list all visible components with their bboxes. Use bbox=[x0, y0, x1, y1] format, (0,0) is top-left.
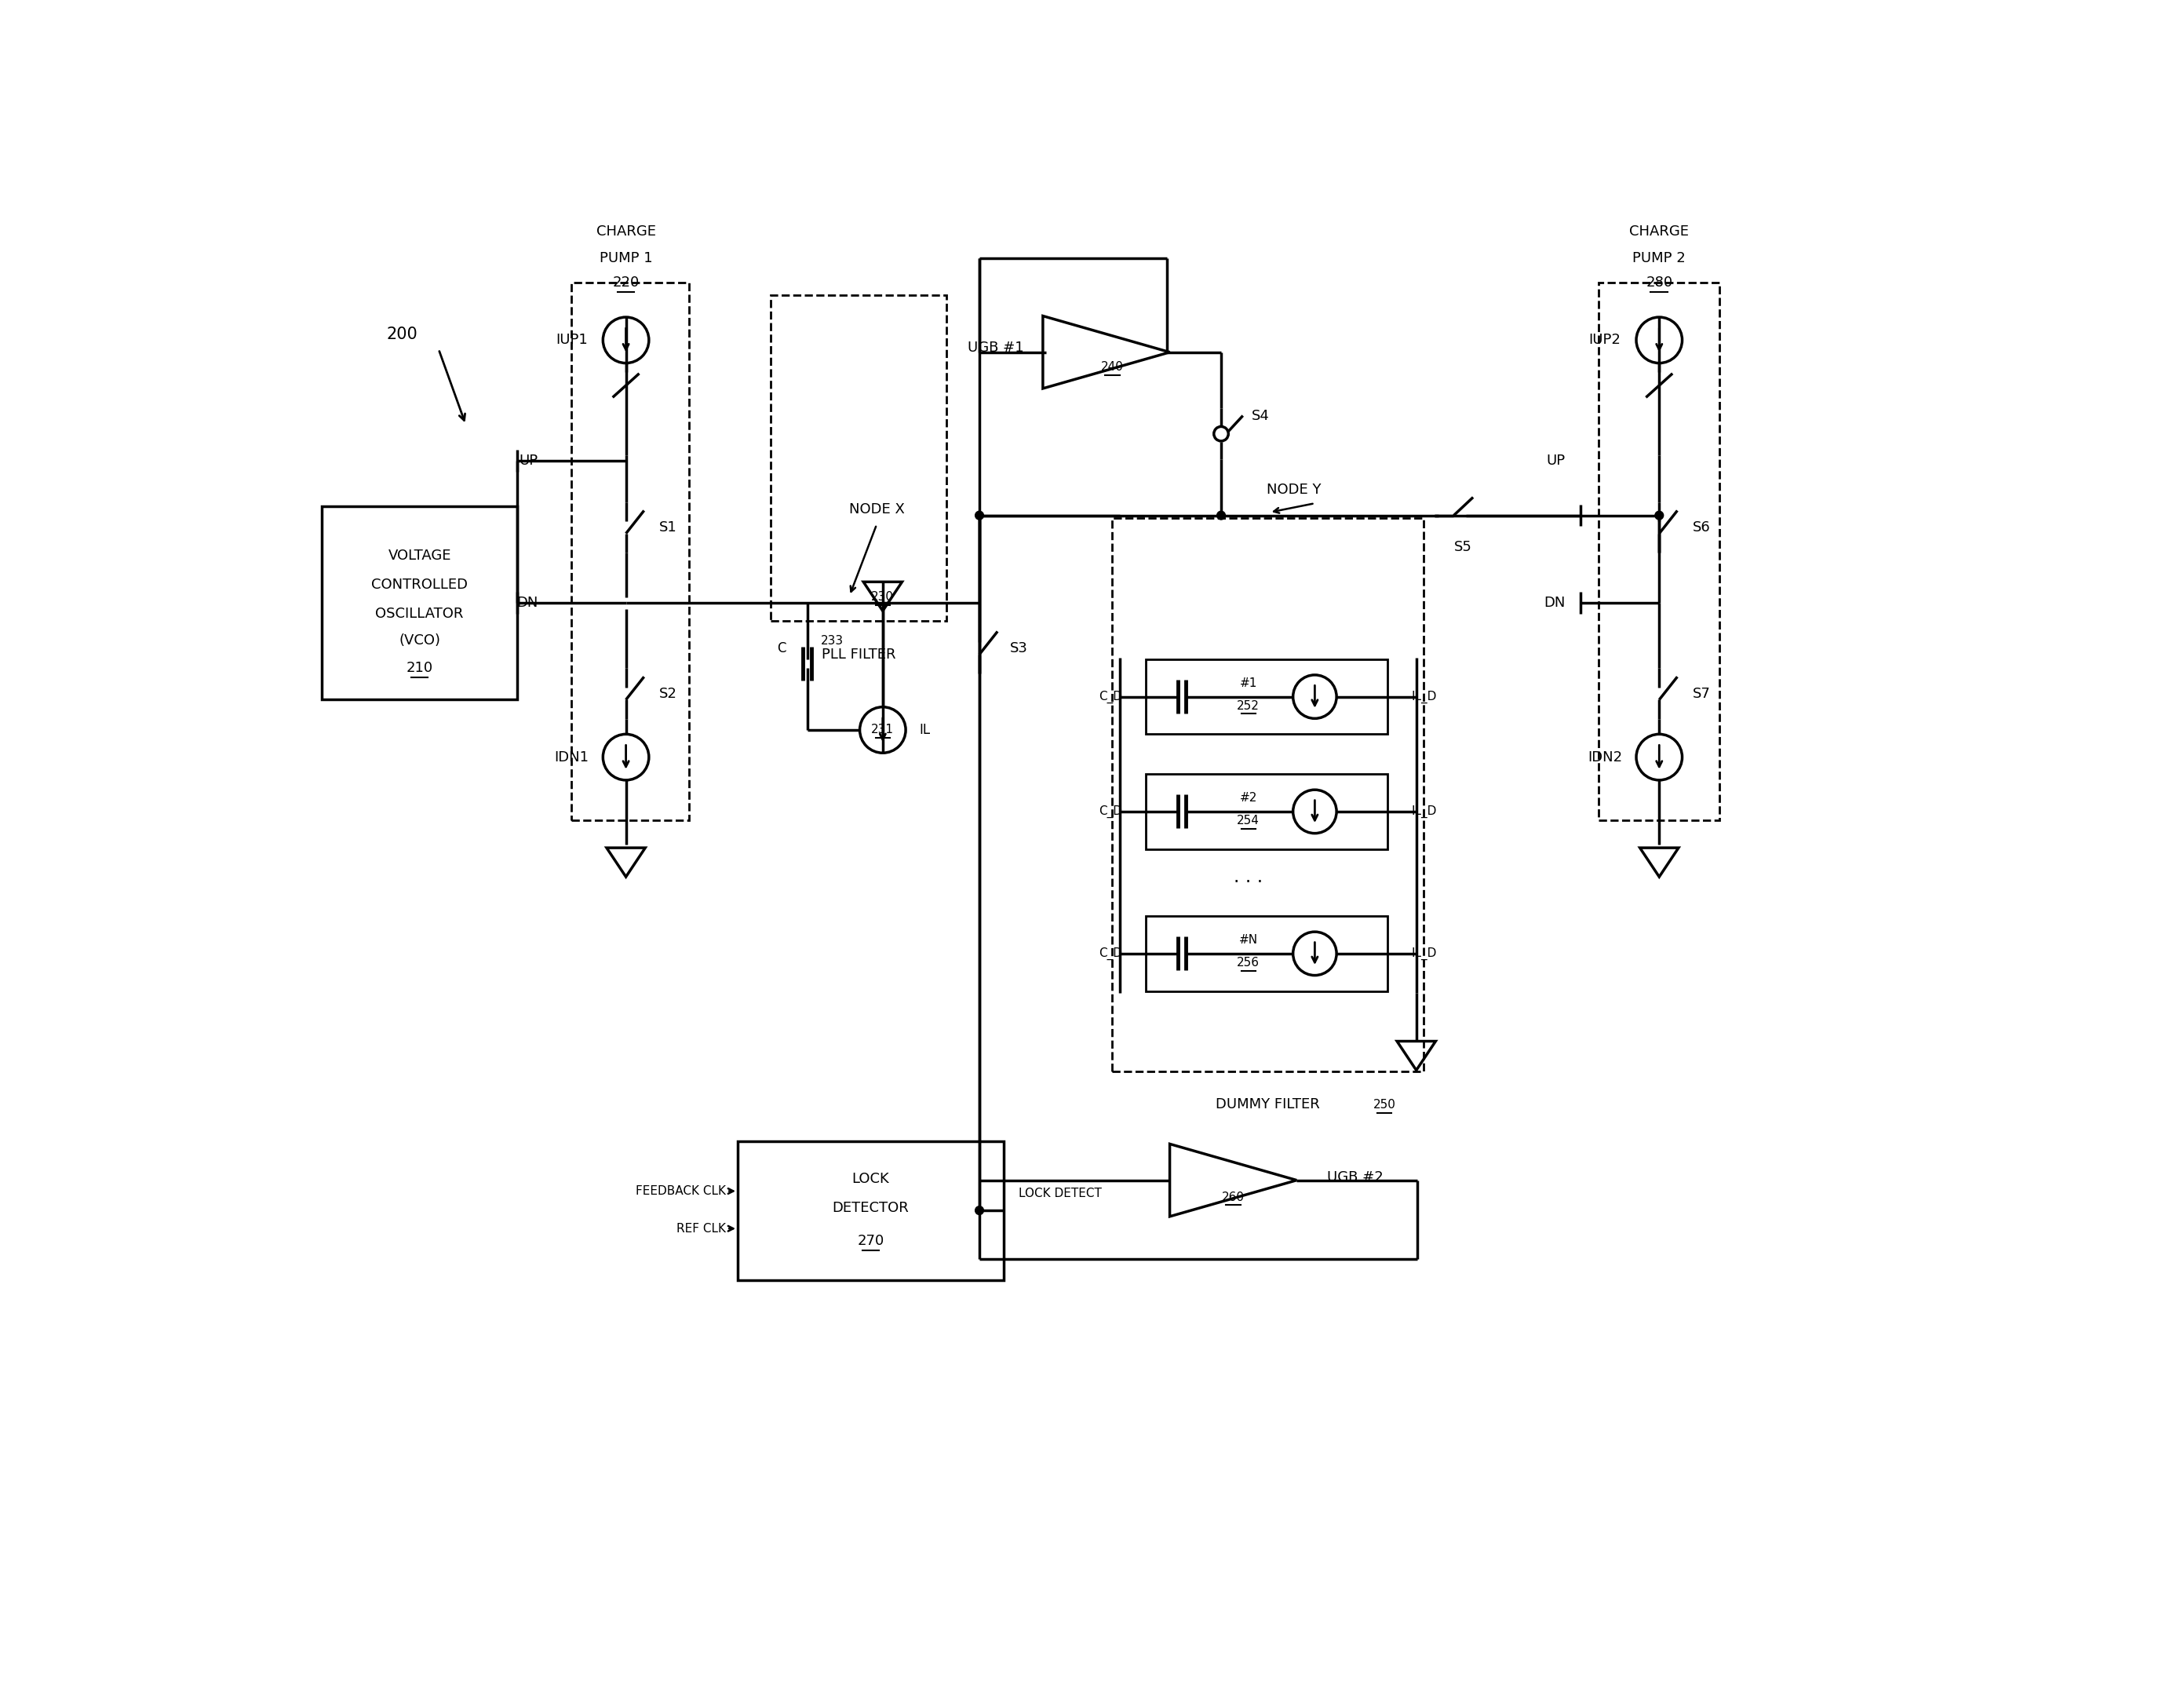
Text: IUP2: IUP2 bbox=[1588, 334, 1621, 347]
Text: #1: #1 bbox=[1241, 678, 1258, 690]
Bar bbox=[771, 295, 946, 620]
Text: 210: 210 bbox=[406, 661, 432, 676]
Text: IL_D: IL_D bbox=[1411, 690, 1437, 703]
Text: IL_D: IL_D bbox=[1411, 948, 1437, 959]
Text: (VCO): (VCO) bbox=[400, 634, 441, 647]
Text: VOLTAGE: VOLTAGE bbox=[389, 550, 452, 563]
Text: PUMP 1: PUMP 1 bbox=[598, 251, 653, 266]
Text: 200: 200 bbox=[387, 325, 417, 342]
Bar bbox=[1147, 774, 1387, 850]
Circle shape bbox=[976, 1205, 983, 1214]
Text: 231: 231 bbox=[871, 723, 893, 735]
Text: IUP1: IUP1 bbox=[555, 334, 587, 347]
Text: 250: 250 bbox=[1374, 1099, 1396, 1111]
Bar bbox=[1147, 915, 1387, 991]
Text: #N: #N bbox=[1238, 934, 1258, 946]
Text: IL: IL bbox=[919, 723, 930, 737]
Text: 260: 260 bbox=[1221, 1192, 1245, 1204]
Text: 252: 252 bbox=[1236, 700, 1260, 711]
Text: UGB #1: UGB #1 bbox=[968, 341, 1024, 354]
Text: FEEDBACK CLK: FEEDBACK CLK bbox=[636, 1185, 725, 1197]
Text: 280: 280 bbox=[1647, 275, 1673, 290]
Bar bbox=[738, 1141, 1005, 1280]
Text: LOCK: LOCK bbox=[852, 1172, 889, 1185]
Text: 220: 220 bbox=[612, 275, 640, 290]
Text: S3: S3 bbox=[1009, 641, 1029, 656]
Text: UP: UP bbox=[520, 454, 537, 469]
Text: IL_D: IL_D bbox=[1411, 806, 1437, 818]
Circle shape bbox=[1216, 511, 1225, 519]
Text: OSCILLATOR: OSCILLATOR bbox=[376, 607, 463, 620]
Text: S5: S5 bbox=[1455, 540, 1472, 555]
Circle shape bbox=[976, 511, 983, 519]
Text: LOCK DETECT: LOCK DETECT bbox=[1018, 1187, 1101, 1199]
Text: PLL FILTER: PLL FILTER bbox=[821, 647, 895, 661]
Text: IDN1: IDN1 bbox=[555, 750, 590, 764]
Text: C: C bbox=[778, 641, 786, 656]
Text: 270: 270 bbox=[856, 1234, 885, 1248]
Text: DETECTOR: DETECTOR bbox=[832, 1200, 909, 1216]
Text: DN: DN bbox=[518, 595, 537, 610]
Bar bbox=[1112, 518, 1424, 1071]
Text: C_D: C_D bbox=[1099, 806, 1123, 818]
Bar bbox=[572, 283, 690, 821]
Text: S1: S1 bbox=[660, 521, 677, 534]
Text: S2: S2 bbox=[660, 686, 677, 701]
Text: CHARGE: CHARGE bbox=[596, 224, 655, 238]
Text: CONTROLLED: CONTROLLED bbox=[371, 578, 467, 592]
Text: 230: 230 bbox=[871, 592, 893, 604]
Text: 254: 254 bbox=[1236, 814, 1260, 826]
Text: UGB #2: UGB #2 bbox=[1328, 1170, 1382, 1184]
Text: 240: 240 bbox=[1101, 361, 1125, 373]
Circle shape bbox=[1655, 511, 1664, 519]
Text: PUMP 2: PUMP 2 bbox=[1634, 251, 1686, 266]
Text: . . .: . . . bbox=[1234, 867, 1262, 885]
Text: REF CLK: REF CLK bbox=[677, 1222, 725, 1234]
Text: #2: #2 bbox=[1241, 792, 1258, 804]
Text: DN: DN bbox=[1544, 595, 1566, 610]
Text: UP: UP bbox=[1546, 454, 1566, 469]
Text: NODE Y: NODE Y bbox=[1267, 482, 1321, 497]
Bar bbox=[1599, 283, 1719, 821]
Text: S6: S6 bbox=[1693, 521, 1710, 534]
Text: C_D: C_D bbox=[1099, 690, 1123, 703]
Text: DUMMY FILTER: DUMMY FILTER bbox=[1216, 1098, 1319, 1111]
Text: S4: S4 bbox=[1251, 408, 1269, 423]
Bar bbox=[1147, 659, 1387, 733]
Text: C_D: C_D bbox=[1099, 948, 1123, 959]
Text: IDN2: IDN2 bbox=[1588, 750, 1623, 764]
Text: 256: 256 bbox=[1236, 956, 1260, 968]
Bar bbox=[321, 506, 518, 700]
Text: CHARGE: CHARGE bbox=[1629, 224, 1688, 238]
Text: S7: S7 bbox=[1693, 686, 1710, 701]
Text: NODE X: NODE X bbox=[850, 502, 904, 516]
Text: 233: 233 bbox=[821, 634, 843, 646]
